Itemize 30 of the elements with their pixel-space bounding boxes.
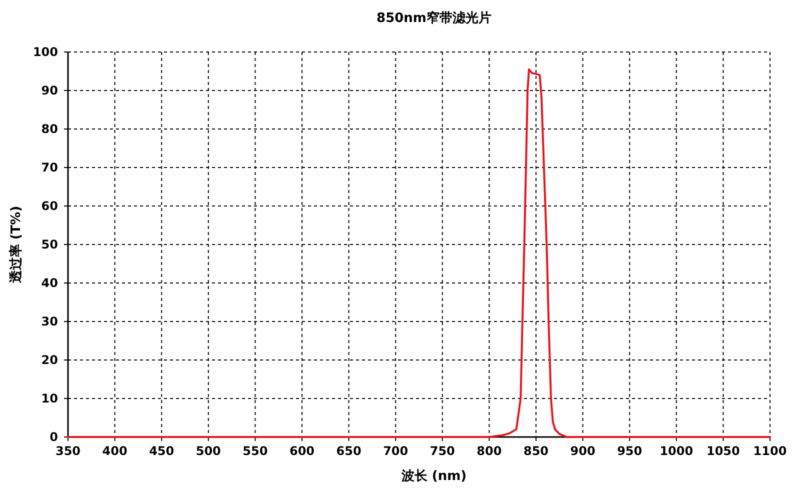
y-tick-label: 90: [41, 84, 58, 98]
y-tick-label: 10: [41, 392, 58, 406]
x-tick-label: 950: [617, 444, 642, 458]
x-tick-label: 600: [289, 444, 315, 458]
chart-title: 850nm窄带滤光片: [376, 10, 492, 26]
y-tick-label: 80: [41, 122, 58, 136]
x-tick-label: 1050: [706, 444, 740, 458]
x-tick-label: 400: [102, 444, 128, 458]
x-tick-label: 450: [149, 444, 174, 458]
x-axis-title: 波长 (nm): [400, 469, 467, 484]
y-tick-label: 100: [32, 45, 58, 59]
y-tick-label: 40: [41, 276, 58, 290]
x-tick-label: 1000: [660, 444, 694, 458]
y-tick-label: 20: [41, 353, 58, 367]
y-tick-label: 30: [41, 314, 58, 328]
x-tick-label: 500: [196, 444, 221, 458]
x-tick-label: 900: [570, 444, 596, 458]
x-tick-label: 350: [55, 444, 81, 458]
y-tick-label: 50: [41, 238, 58, 252]
y-tick-label: 0: [50, 430, 58, 444]
y-tick-label: 60: [41, 199, 58, 213]
x-tick-label: 650: [336, 444, 362, 458]
y-axis-title: 透过率 (T%): [8, 206, 24, 284]
x-tick-label: 550: [242, 444, 268, 458]
y-tick-label: 70: [41, 160, 58, 174]
x-tick-label: 800: [476, 444, 502, 458]
x-tick-label: 700: [383, 444, 408, 458]
x-tick-label: 750: [430, 444, 455, 458]
x-tick-label: 850: [523, 444, 549, 458]
x-tick-label: 1100: [753, 444, 787, 458]
